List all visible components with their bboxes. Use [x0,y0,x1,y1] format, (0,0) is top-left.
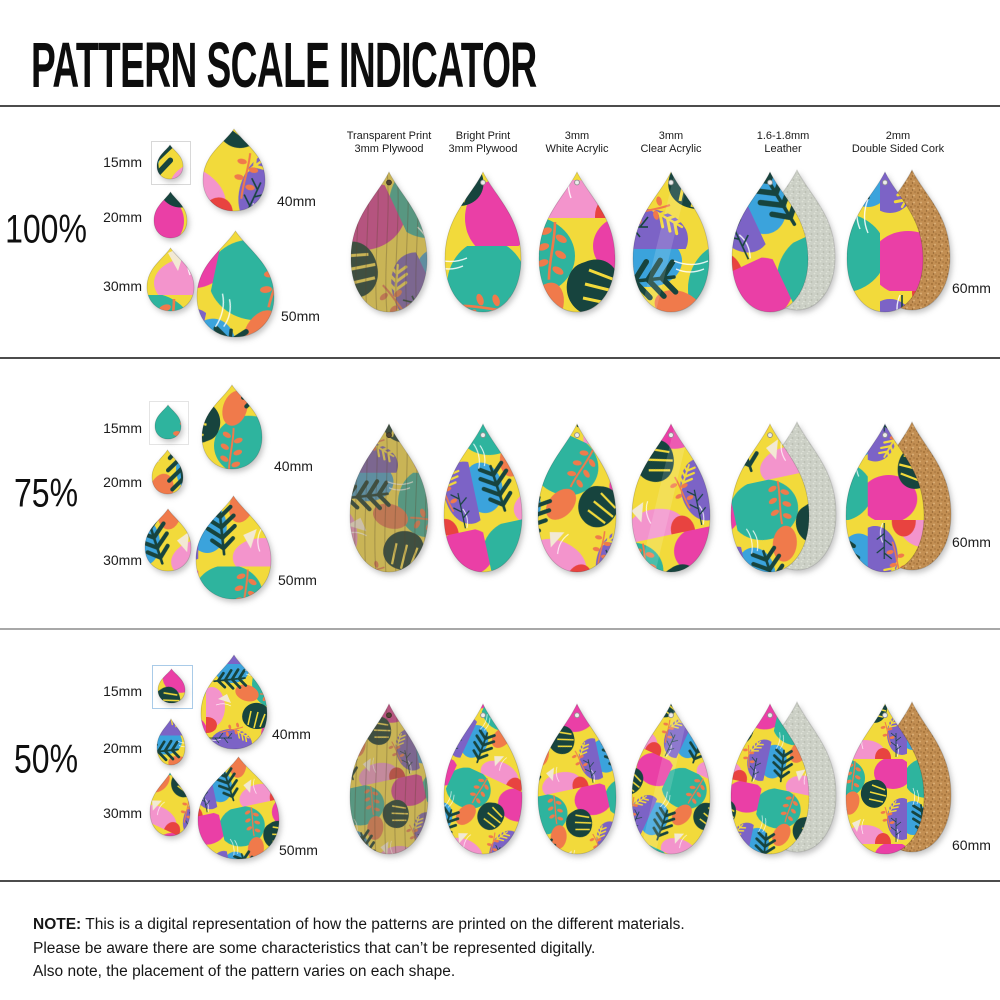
note-line: Also note, the placement of the pattern … [33,963,456,980]
teardrop-50mm [195,494,271,599]
size-label-15mm: 15mm [103,683,142,699]
teardrop-30mm [149,771,191,836]
note: NOTE: This is a digital representation o… [33,913,813,984]
teardrop-60mm-cork [846,168,951,313]
note-text: This is a digital representation of how … [85,916,685,933]
teardrop-50mm [196,230,274,338]
size-label-20mm: 20mm [103,209,142,225]
teardrop-60mm-bright-plywood [443,703,523,855]
note-line: NOTE: This is a digital representation o… [33,913,813,937]
photo-box [149,401,189,445]
teardrop-60mm-white-acrylic [537,703,617,855]
size-label-30mm: 30mm [103,278,142,294]
scale-label-100: 100% [5,207,87,252]
material-header-line2: 3mm Plywood [354,143,424,155]
teardrop-20mm [151,449,183,495]
material-header-line2: 3mm Plywood [448,143,518,155]
photo-box [151,665,193,709]
size-label-40mm: 40mm [272,726,311,742]
section-divider [0,105,1000,107]
material-header-line2: Double Sided Cork [851,143,945,155]
teardrop-40mm [200,654,268,750]
material-header-line1: Transparent Print [346,130,432,142]
teardrop-60mm-clear-acrylic [631,703,711,855]
teardrop-50mm [197,756,279,860]
material-header-leather: 1.6-1.8mm Leather [703,130,863,156]
size-label-60mm: 60mm [952,280,991,296]
material-header-line1: 3mm [658,130,684,142]
material-header-line2: White Acrylic [545,143,609,155]
teardrop-60mm-leather [731,168,836,313]
material-header-clear-acrylic: 3mm Clear Acrylic [591,130,751,156]
teardrop-40mm [202,128,266,212]
teardrop-15mm [154,404,182,440]
material-header-transparent-plywood: Transparent Print 3mm Plywood [309,130,469,156]
material-header-line2: Leather [764,143,802,155]
teardrop-20mm [156,718,186,766]
material-header-line2: Clear Acrylic [640,143,702,155]
teardrop-60mm-clear-acrylic [631,423,711,573]
material-header-line1: Bright Print [455,130,511,142]
teardrop-60mm-bright-plywood [444,171,522,313]
photo-box [151,141,191,185]
size-label-40mm: 40mm [274,458,313,474]
size-label-50mm: 50mm [278,572,317,588]
teardrop-60mm-clear-acrylic [632,171,710,313]
size-label-20mm: 20mm [103,740,142,756]
size-label-40mm: 40mm [277,193,316,209]
size-label-50mm: 50mm [279,842,318,858]
note-line: Please be aware there are some character… [33,939,596,957]
teardrop-60mm-white-acrylic [538,171,616,313]
size-label-30mm: 30mm [103,805,142,821]
note-label: NOTE: [33,916,82,933]
teardrop-20mm [153,191,187,239]
teardrop-60mm-white-acrylic [537,423,617,573]
material-header-line1: 2mm [885,130,911,142]
material-header-line1: 3mm [564,130,590,142]
teardrop-40mm [201,384,263,470]
scale-label-50: 50% [13,737,79,782]
teardrop-30mm [146,246,194,311]
size-label-15mm: 15mm [103,154,142,170]
material-header-line1: 1.6-1.8mm [756,130,810,142]
page-title: PATTERN SCALE INDICATOR [31,29,537,101]
material-header-white-acrylic: 3mm White Acrylic [497,130,657,156]
teardrop-60mm-cork [845,700,952,855]
teardrop-60mm-transparent-plywood [350,171,428,313]
teardrop-60mm-cork [845,420,952,573]
size-label-20mm: 20mm [103,474,142,490]
material-header-bright-plywood: Bright Print 3mm Plywood [403,130,563,156]
section-divider [0,357,1000,359]
teardrop-60mm-bright-plywood [443,423,523,573]
size-label-15mm: 15mm [103,420,142,436]
teardrop-15mm [156,144,184,180]
teardrop-30mm [144,508,192,572]
teardrop-60mm-leather [730,420,837,573]
size-label-60mm: 60mm [952,837,991,853]
teardrop-15mm [157,668,185,704]
teardrop-60mm-transparent-plywood [349,423,429,573]
teardrop-60mm-leather [730,700,837,855]
size-label-60mm: 60mm [952,534,991,550]
teardrop-60mm-transparent-plywood [349,703,429,855]
material-header-cork: 2mm Double Sided Cork [818,130,978,156]
section-divider [0,628,1000,630]
scale-label-75: 75% [13,471,79,516]
size-label-30mm: 30mm [103,552,142,568]
size-label-50mm: 50mm [281,308,320,324]
section-divider [0,880,1000,882]
